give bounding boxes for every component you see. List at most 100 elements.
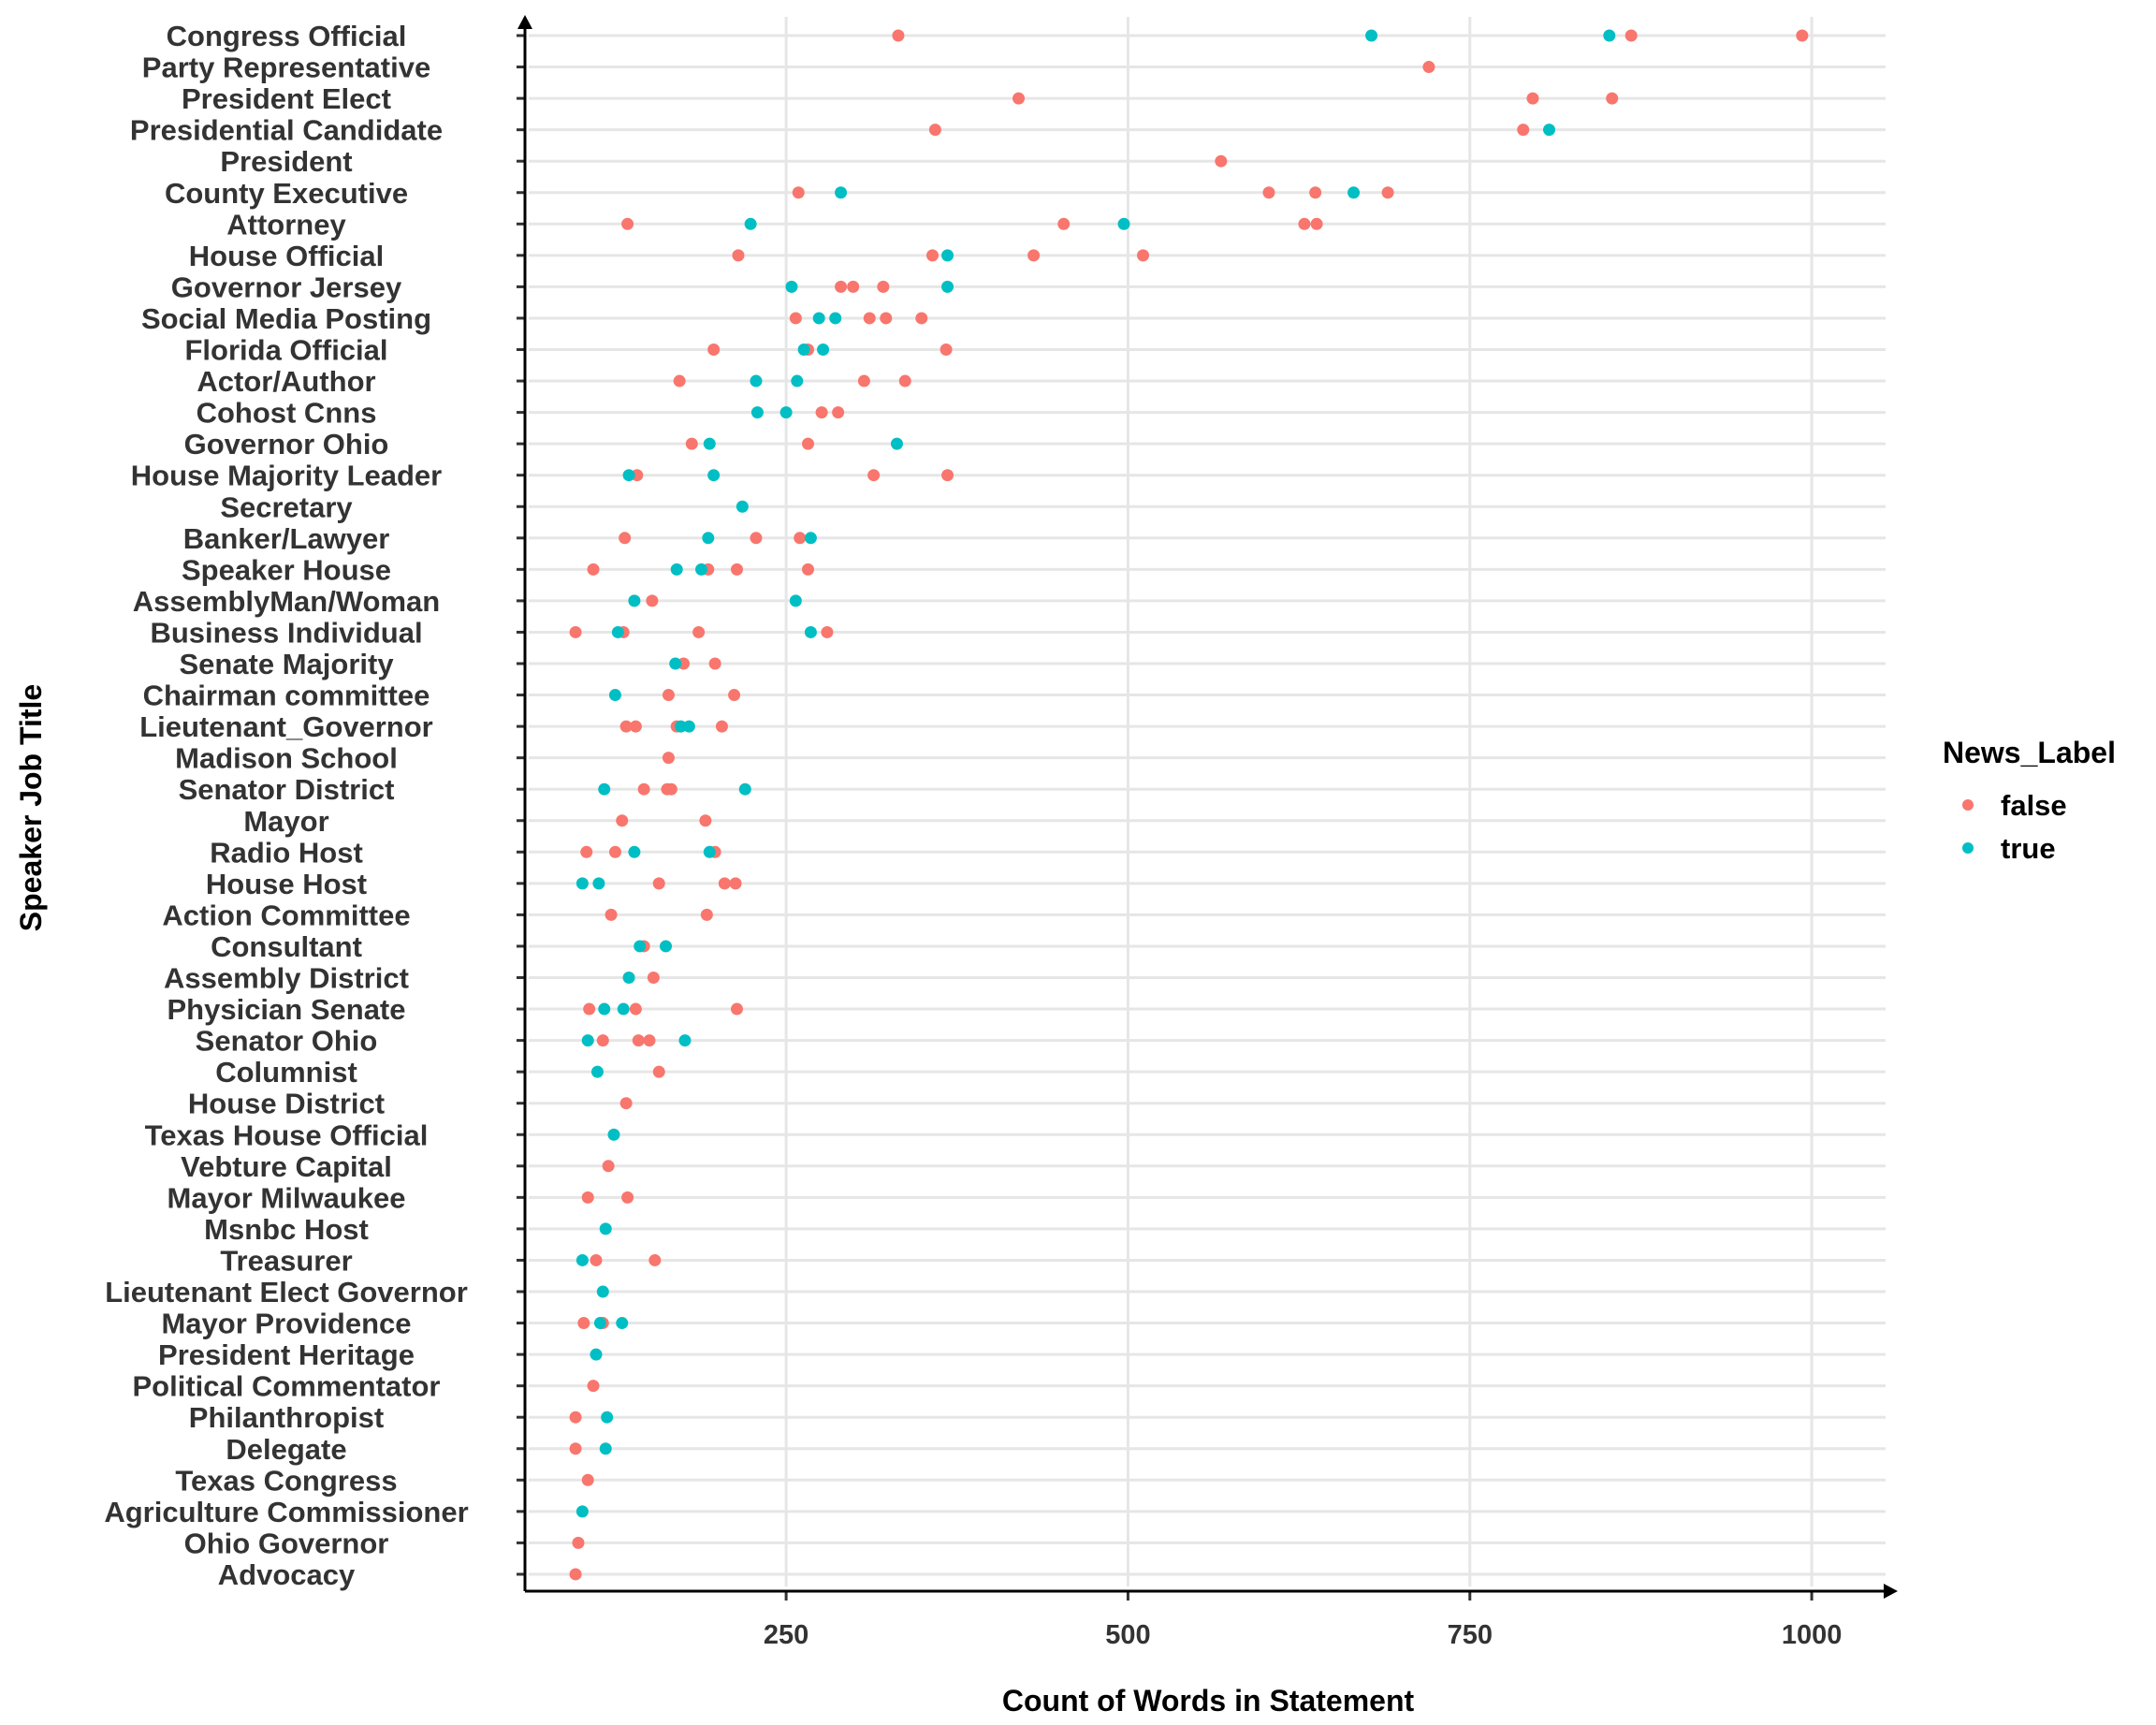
y-tick-label: Speaker House (182, 553, 391, 586)
point-false (587, 563, 600, 576)
y-tick-label: Action Committee (162, 899, 410, 931)
x-tick-label: 750 (1448, 1620, 1493, 1650)
point-false (1606, 92, 1619, 105)
point-false (587, 1380, 600, 1393)
point-false (580, 845, 593, 858)
point-false (1298, 217, 1311, 230)
point-false (1310, 217, 1323, 230)
point-true (634, 940, 647, 953)
point-false (928, 124, 941, 137)
point-false (1381, 186, 1394, 199)
y-tick-label: Physician Senate (167, 993, 405, 1026)
point-true (804, 625, 817, 638)
point-true (1603, 29, 1616, 42)
point-false (647, 972, 660, 984)
point-true (791, 374, 804, 387)
point-false (1057, 217, 1071, 230)
point-false (581, 1473, 594, 1486)
y-tick-label: Msnbc Host (204, 1213, 369, 1246)
point-true (695, 563, 708, 576)
point-false (646, 594, 659, 607)
point-false (1027, 249, 1041, 262)
y-axis-title: Speaker Job Title (14, 684, 48, 931)
point-true (703, 437, 716, 450)
point-false (1012, 92, 1026, 105)
y-tick-label: Senator Ohio (196, 1025, 378, 1058)
point-false (915, 312, 928, 325)
point-false (577, 1317, 590, 1330)
y-tick-label: Social Media Posting (141, 302, 431, 335)
point-true (575, 877, 589, 890)
point-true (702, 532, 715, 545)
y-tick-label: Vebture Capital (181, 1150, 392, 1183)
point-true (703, 845, 716, 858)
point-false (629, 1002, 642, 1016)
point-true (707, 469, 721, 482)
y-tick-label: House District (188, 1088, 385, 1120)
point-true (593, 1317, 606, 1330)
point-false (801, 563, 814, 576)
point-false (652, 877, 665, 890)
point-false (1215, 154, 1228, 168)
point-true (750, 406, 764, 419)
point-false (940, 344, 953, 356)
point-false (732, 249, 745, 262)
y-tick-label: Political Commentator (133, 1370, 441, 1403)
point-false (619, 532, 632, 545)
point-true (678, 1034, 692, 1047)
point-false (619, 720, 633, 733)
point-false (750, 532, 763, 545)
point-false (1517, 124, 1530, 137)
point-false (652, 1065, 665, 1078)
legend-label-true: true (2001, 832, 2056, 865)
y-tick-label: Governor Ohio (184, 428, 389, 460)
point-false (1624, 29, 1638, 42)
point-false (857, 374, 870, 387)
point-true (744, 217, 757, 230)
point-false (643, 1034, 656, 1047)
point-true (736, 500, 749, 513)
y-tick-label: Florida Official (184, 334, 387, 367)
y-tick-label: Madison School (175, 742, 398, 775)
point-false (1796, 29, 1809, 42)
point-true (797, 344, 810, 356)
y-tick-label: Party Representative (142, 51, 430, 84)
point-false (1137, 249, 1150, 262)
point-true (590, 1065, 604, 1078)
y-tick-label: Congress Official (167, 20, 407, 52)
point-false (602, 1160, 615, 1173)
point-true (628, 594, 641, 607)
point-false (596, 1034, 609, 1047)
y-tick-label: House Host (206, 868, 367, 900)
y-tick-label: Cohost Cnns (197, 397, 377, 430)
point-true (779, 406, 793, 419)
y-tick-label: County Executive (165, 177, 408, 210)
point-true (1365, 29, 1378, 42)
point-true (599, 1442, 612, 1455)
point-true (1348, 186, 1361, 199)
point-false (1422, 61, 1435, 74)
point-true (575, 1253, 589, 1266)
point-false (621, 217, 634, 230)
point-false (621, 1191, 634, 1204)
y-tick-label: House Majority Leader (131, 460, 442, 492)
y-tick-label: President Heritage (158, 1338, 415, 1371)
point-false (847, 280, 860, 293)
y-tick-label: Governor Jersey (171, 270, 402, 303)
point-true (804, 532, 817, 545)
point-false (801, 437, 814, 450)
data-points (569, 29, 1809, 1581)
y-tick-label: Consultant (211, 930, 362, 963)
point-false (792, 186, 805, 199)
point-true (789, 594, 802, 607)
point-false (715, 720, 728, 733)
point-false (569, 625, 582, 638)
point-false (708, 657, 721, 670)
y-tick-label: House Official (189, 240, 384, 272)
point-false (581, 1191, 594, 1204)
point-false (877, 280, 890, 293)
legend-key-true (1962, 842, 1974, 854)
point-false (1526, 92, 1539, 105)
legend-label-false: false (2001, 789, 2067, 822)
point-false (832, 406, 845, 419)
